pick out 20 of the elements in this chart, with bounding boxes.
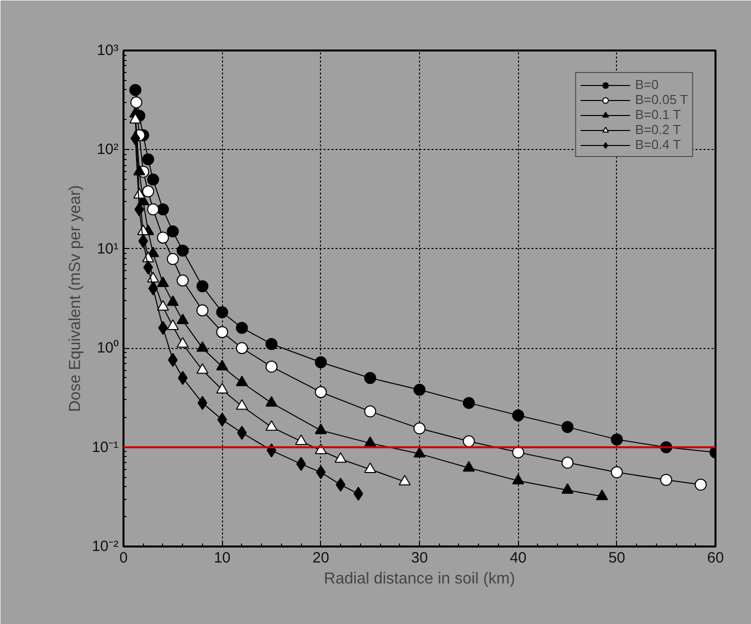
- legend-label: B=0.4 T: [635, 137, 681, 152]
- x-tick-label: 0: [119, 550, 128, 566]
- y-tick-label: 10³: [96, 42, 119, 59]
- x-tick-label: 30: [411, 550, 428, 566]
- y-tick-label: 10⁻²: [92, 538, 119, 555]
- x-axis-title: Radial distance in soil (km): [324, 570, 516, 588]
- legend-label: B=0.2 T: [635, 122, 681, 137]
- y-tick-label: 10¹: [96, 240, 119, 258]
- legend-label: B=0: [635, 77, 659, 92]
- y-axis-title: Dose Equivalent (mSv per year): [66, 185, 84, 412]
- x-tick-label: 40: [510, 550, 527, 566]
- legend-label: B=0.05 T: [635, 92, 688, 107]
- x-tick-label: 60: [707, 550, 724, 566]
- x-tick-label: 50: [608, 550, 626, 566]
- y-tick-label: 10⁻¹: [92, 438, 119, 456]
- x-tick-label: 10: [214, 550, 231, 566]
- y-tick-label: 10²: [96, 141, 119, 158]
- x-tick-label: 20: [312, 550, 330, 566]
- legend-label: B=0.1 T: [635, 107, 681, 122]
- y-tick-label: 10⁰: [96, 340, 119, 357]
